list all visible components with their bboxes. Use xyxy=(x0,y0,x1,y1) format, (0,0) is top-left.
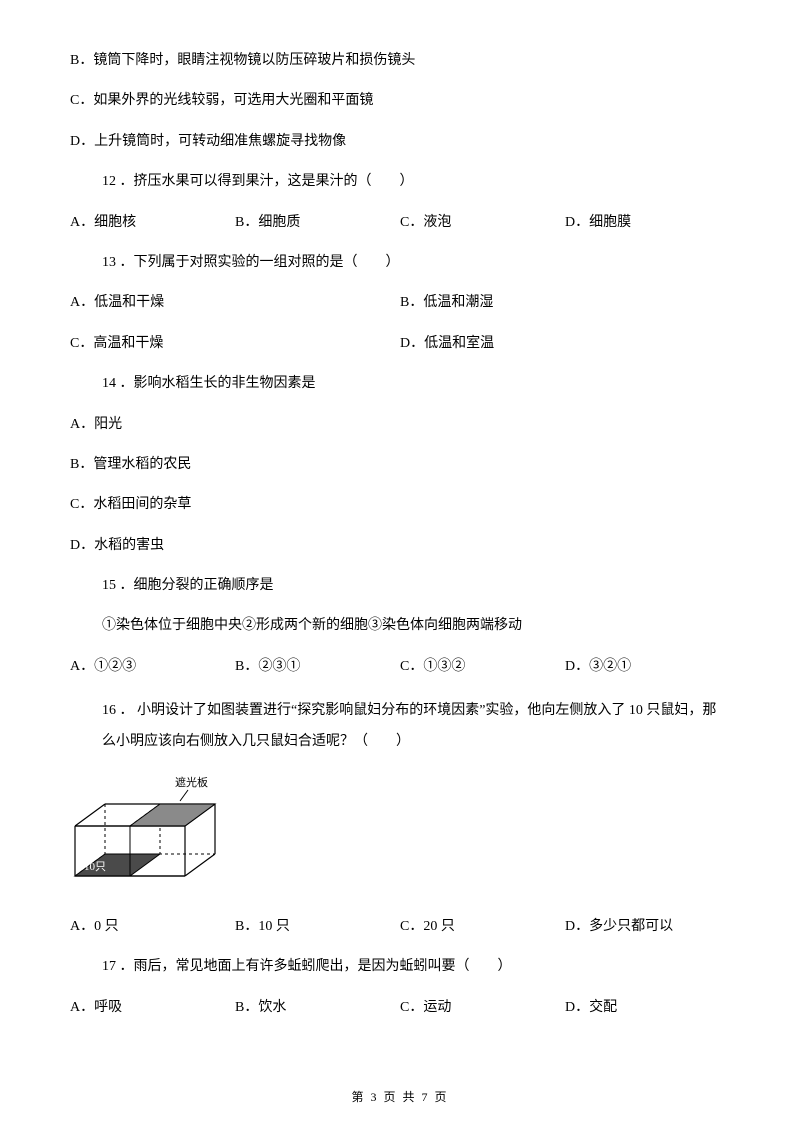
q15-option-b: B．②③① xyxy=(235,656,400,678)
q14-option-d: D．水稻的害虫 xyxy=(70,535,730,557)
q13-option-c: C．高温和干燥 xyxy=(70,333,400,355)
q17-option-c: C．运动 xyxy=(400,997,565,1019)
q14-option-c: C．水稻田间的杂草 xyxy=(70,494,730,516)
experiment-diagram: 遮光板 10只 xyxy=(70,776,235,896)
q12-option-b: B．细胞质 xyxy=(235,212,400,234)
q15-option-d: D．③②① xyxy=(565,656,730,678)
q16-option-a: A．0 只 xyxy=(70,916,235,938)
q16-option-c: C．20 只 xyxy=(400,916,565,938)
q13-options-row1: A．低温和干燥 B．低温和潮湿 xyxy=(70,292,730,314)
shade-label-text: 遮光板 xyxy=(175,776,208,789)
q17-options: A．呼吸 B．饮水 C．运动 D．交配 xyxy=(70,997,730,1019)
option-prev-c: C．如果外界的光线较弱，可选用大光圈和平面镜 xyxy=(70,90,730,112)
question-14: 14 ．影响水稻生长的非生物因素是 xyxy=(70,373,730,395)
q15-option-c: C．①③② xyxy=(400,656,565,678)
q12-option-a: A．细胞核 xyxy=(70,212,235,234)
option-prev-b: B．镜筒下降时，眼睛注视物镜以防压碎玻片和损伤镜头 xyxy=(70,50,730,72)
q13-option-d: D．低温和室温 xyxy=(400,333,730,355)
q16-option-d: D．多少只都可以 xyxy=(565,916,730,938)
q16-option-b: B．10 只 xyxy=(235,916,400,938)
q15-options: A．①②③ B．②③① C．①③② D．③②① xyxy=(70,656,730,678)
count-label-text: 10只 xyxy=(84,861,106,873)
q13-options-row2: C．高温和干燥 D．低温和室温 xyxy=(70,333,730,355)
question-15: 15 ．细胞分裂的正确顺序是 xyxy=(70,575,730,597)
q13-option-a: A．低温和干燥 xyxy=(70,292,400,314)
q17-option-d: D．交配 xyxy=(565,997,730,1019)
q12-options: A．细胞核 B．细胞质 C．液泡 D．细胞膜 xyxy=(70,212,730,234)
q13-option-b: B．低温和潮湿 xyxy=(400,292,730,314)
question-13: 13 ．下列属于对照实验的一组对照的是（ ） xyxy=(70,252,730,274)
q16-options: A．0 只 B．10 只 C．20 只 D．多少只都可以 xyxy=(70,916,730,938)
q12-option-c: C．液泡 xyxy=(400,212,565,234)
q15-sub: ①染色体位于细胞中央②形成两个新的细胞③染色体向细胞两端移动 xyxy=(70,615,730,637)
q15-option-a: A．①②③ xyxy=(70,656,235,678)
question-16: 16 ． 小明设计了如图装置进行“探究影响鼠妇分布的环境因素”实验，他向左侧放入… xyxy=(70,696,730,758)
question-17: 17 ．雨后，常见地面上有许多蚯蚓爬出，是因为蚯蚓叫要（ ） xyxy=(70,956,730,978)
q17-option-a: A．呼吸 xyxy=(70,997,235,1019)
page-footer: 第 3 页 共 7 页 xyxy=(0,1088,800,1107)
q12-option-d: D．细胞膜 xyxy=(565,212,730,234)
q17-option-b: B．饮水 xyxy=(235,997,400,1019)
question-12: 12 ．挤压水果可以得到果汁，这是果汁的（ ） xyxy=(70,171,730,193)
q14-option-a: A．阳光 xyxy=(70,414,730,436)
q14-option-b: B．管理水稻的农民 xyxy=(70,454,730,476)
option-prev-d: D．上升镜筒时，可转动细准焦螺旋寻找物像 xyxy=(70,131,730,153)
